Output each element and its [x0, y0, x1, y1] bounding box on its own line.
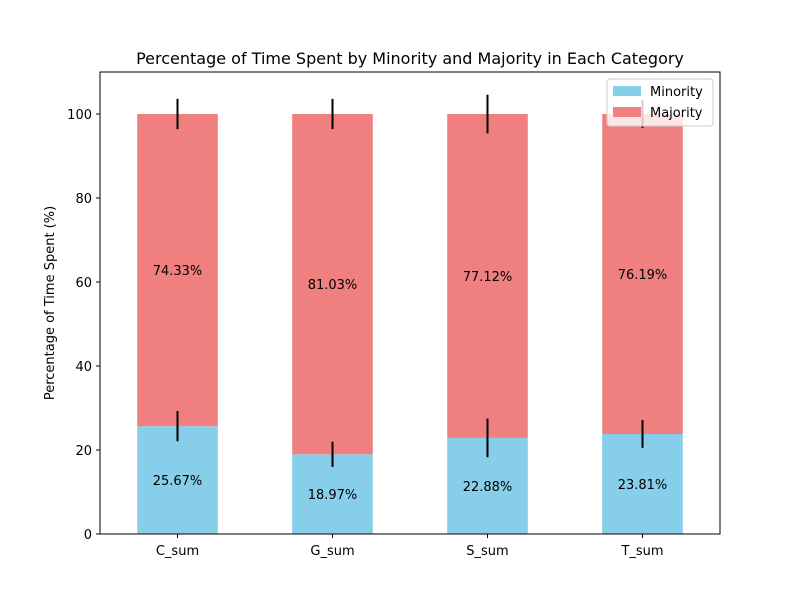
- legend-label-majority: Majority: [650, 106, 703, 121]
- data-label-minority-g_sum: 18.97%: [308, 488, 358, 503]
- legend-label-minority: Minority: [650, 85, 703, 100]
- bar-majority-t_sum: [602, 114, 683, 434]
- y-axis-title: Percentage of Time Spent (%): [43, 206, 58, 400]
- bars-group: [137, 114, 683, 534]
- legend-swatch-majority: [613, 107, 641, 117]
- y-tick-label: 20: [75, 444, 92, 459]
- bar-minority-t_sum: [602, 433, 683, 534]
- data-label-minority-c_sum: 25.67%: [153, 474, 203, 489]
- plot-frame: [99, 71, 721, 535]
- bar-majority-g_sum: [292, 114, 373, 455]
- x-tick-label-s_sum: S_sum: [466, 544, 508, 559]
- bar-minority-g_sum: [292, 454, 373, 534]
- x-tick-label-c_sum: C_sum: [156, 544, 199, 559]
- y-axis: 0 20 40 60 80 100: [67, 108, 100, 543]
- y-tick-label: 60: [75, 276, 92, 291]
- legend-swatch-minority: [613, 86, 641, 96]
- x-tick-label-g_sum: G_sum: [310, 544, 354, 559]
- data-label-majority-t_sum: 76.19%: [618, 268, 668, 283]
- legend: Minority Majority: [606, 78, 714, 127]
- bar-majority-s_sum: [447, 114, 528, 438]
- data-label-majority-g_sum: 81.03%: [308, 278, 358, 293]
- data-label-majority-c_sum: 74.33%: [153, 264, 203, 279]
- y-tick-label: 40: [75, 360, 92, 375]
- y-tick-label: 100: [67, 108, 92, 123]
- data-label-majority-s_sum: 77.12%: [463, 270, 513, 285]
- data-labels-group: 25.67% 74.33% 18.97% 81.03% 22.88% 77.12% 23.8…: [153, 264, 668, 503]
- bar-minority-c_sum: [137, 426, 218, 534]
- x-tick-label-t_sum: T_sum: [620, 544, 663, 559]
- y-tick-label: 80: [75, 192, 92, 207]
- data-label-minority-t_sum: 23.81%: [618, 478, 668, 493]
- bar-majority-c_sum: [137, 114, 218, 427]
- x-axis: C_sum G_sum S_sum T_sum: [156, 534, 664, 559]
- chart-title: Percentage of Time Spent by Minority and…: [136, 49, 684, 68]
- data-label-minority-s_sum: 22.88%: [463, 480, 513, 495]
- y-tick-label: 0: [84, 528, 92, 543]
